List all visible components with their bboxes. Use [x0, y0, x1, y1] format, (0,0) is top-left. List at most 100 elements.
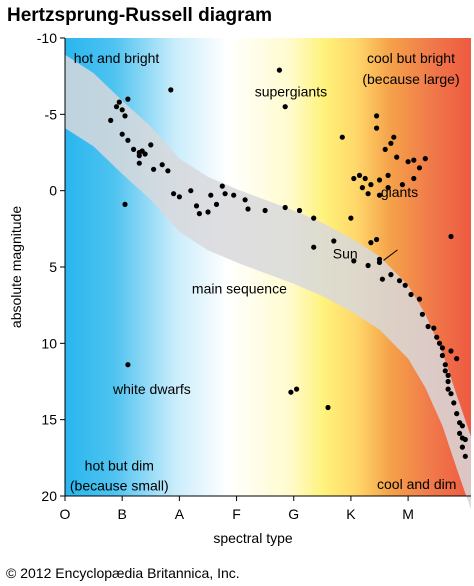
annotation-label: Sun — [333, 245, 358, 261]
x-tick-label: K — [346, 506, 356, 522]
star-point — [136, 153, 142, 159]
y-tick-label: 15 — [41, 412, 57, 428]
star-point — [142, 151, 148, 157]
star-point — [448, 233, 454, 240]
annotation-label: giants — [381, 184, 418, 200]
star-point — [348, 215, 354, 221]
star-point — [208, 192, 214, 198]
star-point — [122, 201, 128, 207]
star-point — [108, 117, 114, 123]
star-point — [448, 391, 454, 397]
star-point — [439, 345, 445, 351]
star-point — [282, 104, 288, 110]
y-tick-label: -10 — [37, 30, 57, 46]
star-point — [311, 244, 317, 250]
star-point — [391, 134, 397, 140]
star-point — [165, 168, 171, 174]
star-point — [374, 113, 380, 119]
star-point — [219, 183, 225, 189]
star-point — [262, 207, 268, 214]
star-point — [294, 386, 300, 392]
star-point — [405, 159, 411, 165]
x-tick-label: B — [118, 506, 127, 522]
star-point — [125, 362, 131, 368]
x-tick-label: F — [232, 506, 241, 522]
star-point — [376, 192, 383, 198]
star-point — [365, 191, 371, 197]
annotation-label: (because large) — [362, 71, 459, 87]
star-point — [416, 165, 423, 171]
star-point — [325, 404, 331, 411]
star-point — [196, 211, 202, 217]
star-point — [339, 134, 345, 140]
star-point — [462, 436, 468, 443]
star-point — [434, 334, 440, 340]
copyright-notice: © 2012 Encyclopædia Britannica, Inc. — [6, 565, 240, 581]
star-point — [365, 262, 371, 269]
star-point — [159, 162, 165, 168]
y-tick-label: 20 — [41, 488, 57, 504]
star-point — [411, 175, 417, 182]
star-point — [193, 203, 200, 209]
star-point — [422, 156, 428, 162]
star-point — [205, 209, 211, 215]
star-point — [394, 154, 400, 160]
star-point — [376, 256, 383, 262]
star-point — [351, 258, 357, 264]
annotation-label: cool and dim — [377, 476, 456, 492]
star-point — [374, 236, 380, 243]
star-point — [245, 206, 251, 212]
star-point — [122, 113, 128, 119]
star-point — [382, 146, 388, 152]
star-point — [379, 276, 385, 282]
star-point — [448, 348, 454, 354]
x-axis-label: spectral type — [213, 530, 293, 546]
star-point — [119, 107, 125, 113]
star-point — [445, 372, 451, 378]
annotation-label: hot and bright — [74, 50, 160, 66]
star-point — [171, 191, 177, 197]
star-point — [445, 378, 451, 385]
stars — [108, 67, 468, 459]
star-point — [442, 362, 448, 368]
star-point — [188, 188, 194, 194]
star-point — [296, 207, 303, 214]
star-point — [399, 182, 405, 188]
star-point — [408, 291, 414, 298]
star-point — [131, 146, 137, 152]
star-point — [388, 272, 394, 278]
annotation-label: main sequence — [192, 280, 287, 296]
star-point — [176, 194, 182, 200]
star-point — [368, 240, 374, 246]
star-point — [457, 430, 463, 436]
star-point — [396, 278, 403, 284]
star-point — [119, 131, 125, 137]
star-point — [374, 125, 380, 131]
star-point — [376, 177, 383, 183]
annotation-label: supergiants — [255, 83, 327, 99]
star-point — [402, 282, 408, 288]
star-point — [125, 137, 131, 143]
chart-title: Hertzsprung-Russell diagram — [7, 5, 272, 26]
star-point — [151, 166, 157, 172]
star-point — [116, 99, 122, 105]
star-point — [288, 389, 294, 395]
star-point — [388, 140, 394, 146]
annotation-label: cool but bright — [367, 50, 455, 66]
star-point — [445, 386, 451, 392]
star-point — [411, 157, 417, 163]
star-point — [416, 296, 423, 302]
star-point — [436, 340, 443, 346]
star-point — [462, 453, 468, 459]
star-point — [385, 185, 391, 191]
star-point — [359, 185, 365, 191]
y-tick-label: 5 — [49, 259, 57, 275]
main-sequence-band — [65, 54, 471, 510]
star-point — [385, 172, 391, 178]
star-point — [231, 192, 237, 198]
x-tick-label: M — [402, 506, 414, 522]
x-tick-label: A — [175, 506, 185, 522]
star-point — [276, 67, 282, 73]
star-point — [459, 444, 465, 450]
